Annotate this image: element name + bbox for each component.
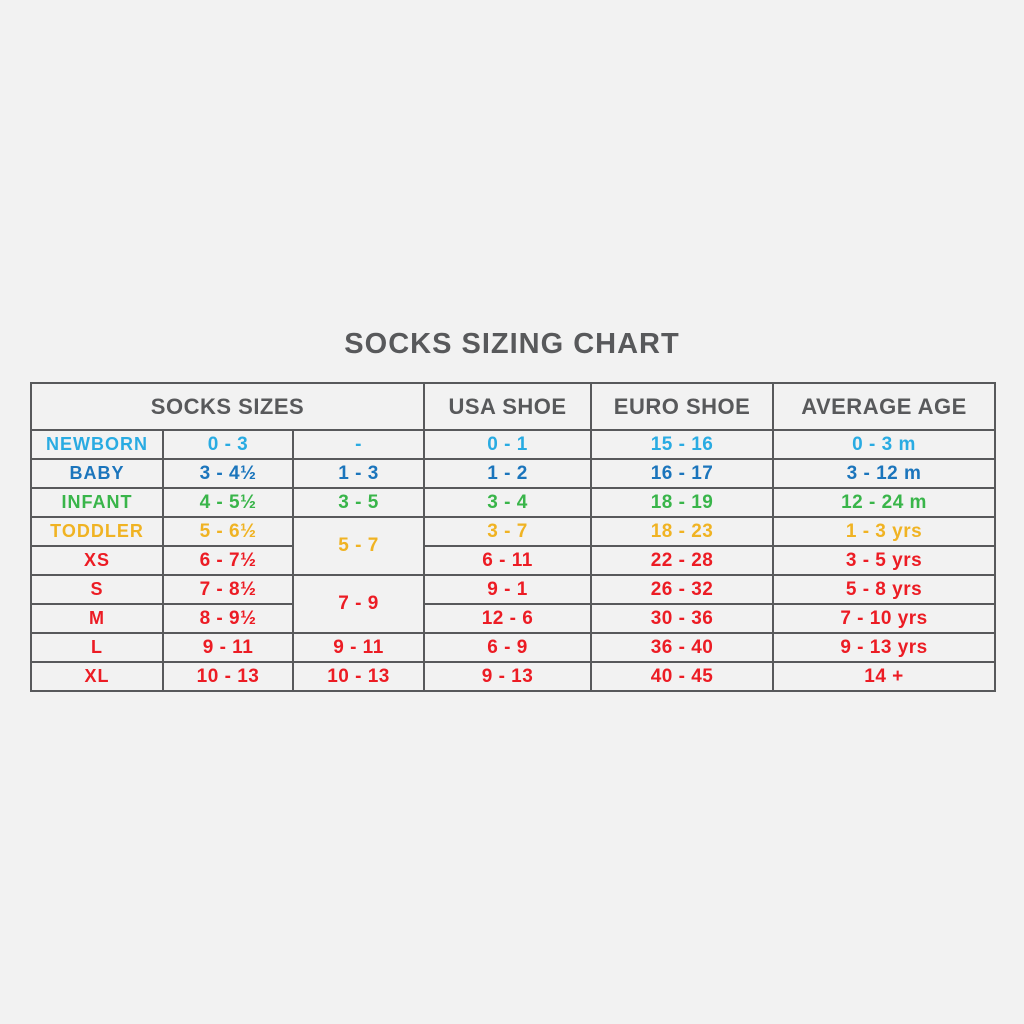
usa-shoe-cell: 3 - 4 xyxy=(423,487,593,518)
euro-shoe-cell: 26 - 32 xyxy=(590,574,775,605)
average-age-cell: 3 - 12 m xyxy=(772,458,997,489)
euro-shoe-cell: 18 - 19 xyxy=(590,487,775,518)
column-header-average-age: AVERAGE AGE xyxy=(772,382,997,431)
table-row-l: L 9 - 11 9 - 11 6 - 9 36 - 40 9 - 13 yrs xyxy=(30,632,997,663)
usa-shoe-cell: 3 - 7 xyxy=(423,516,593,547)
euro-shoe-cell: 16 - 17 xyxy=(590,458,775,489)
table-row-xl: XL 10 - 13 10 - 13 9 - 13 40 - 45 14 + xyxy=(30,661,997,692)
sock-size-1-cell: 3 - 4½ xyxy=(162,458,294,489)
row-label: BABY xyxy=(30,458,164,489)
sock-size-2-cell: 10 - 13 xyxy=(291,661,426,692)
sock-size-1-cell: 9 - 11 xyxy=(162,632,294,663)
table-row-toddler: TODDLER 5 - 6½ 5 - 7 3 - 7 18 - 23 1 - 3… xyxy=(30,516,997,576)
usa-shoe-cell: 6 - 11 xyxy=(423,545,593,576)
average-age-cell: 1 - 3 yrs xyxy=(772,516,997,547)
average-age-cell: 9 - 13 yrs xyxy=(772,632,997,663)
table-row-infant: INFANT 4 - 5½ 3 - 5 3 - 4 18 - 19 12 - 2… xyxy=(30,487,997,518)
usa-shoe-cell: 6 - 9 xyxy=(423,632,593,663)
usa-shoe-cell: 12 - 6 xyxy=(423,603,593,634)
row-label: M xyxy=(30,603,164,634)
euro-shoe-cell: 22 - 28 xyxy=(590,545,775,576)
sock-size-1-cell: 0 - 3 xyxy=(162,429,294,460)
row-label: XL xyxy=(30,661,164,692)
sock-size-1-cell: 10 - 13 xyxy=(162,661,294,692)
table-row-xs: XS 6 - 7½ 6 - 11 22 - 28 3 - 5 yrs xyxy=(30,545,997,576)
column-header-euro-shoe: EURO SHOE xyxy=(590,382,775,431)
sock-size-2-cell: - xyxy=(291,429,426,460)
average-age-cell: 14 + xyxy=(772,661,997,692)
usa-shoe-cell: 0 - 1 xyxy=(423,429,593,460)
sock-size-1-cell: 5 - 6½ xyxy=(162,516,294,547)
average-age-cell: 7 - 10 yrs xyxy=(772,603,997,634)
sock-size-2-merged-cell: 7 - 9 xyxy=(291,574,426,634)
sock-size-1-cell: 8 - 9½ xyxy=(162,603,294,634)
column-header-usa-shoe: USA SHOE xyxy=(423,382,593,431)
euro-shoe-cell: 18 - 23 xyxy=(590,516,775,547)
row-label: L xyxy=(30,632,164,663)
average-age-cell: 3 - 5 yrs xyxy=(772,545,997,576)
page-title: SOCKS SIZING CHART xyxy=(344,328,680,360)
row-label: S xyxy=(30,574,164,605)
sock-size-2-merged-cell: 5 - 7 xyxy=(291,516,426,576)
table-row-newborn: NEWBORN 0 - 3 - 0 - 1 15 - 16 0 - 3 m xyxy=(30,429,997,460)
usa-shoe-cell: 9 - 13 xyxy=(423,661,593,692)
row-label: NEWBORN xyxy=(30,429,164,460)
average-age-cell: 5 - 8 yrs xyxy=(772,574,997,605)
table-row-m: M 8 - 9½ 12 - 6 30 - 36 7 - 10 yrs xyxy=(30,603,997,634)
sock-size-1-cell: 6 - 7½ xyxy=(162,545,294,576)
usa-shoe-cell: 9 - 1 xyxy=(423,574,593,605)
average-age-cell: 12 - 24 m xyxy=(772,487,997,518)
header-row: SOCKS SIZES USA SHOE EURO SHOE AVERAGE A… xyxy=(29,382,997,431)
euro-shoe-cell: 40 - 45 xyxy=(590,661,775,692)
sock-size-1-cell: 7 - 8½ xyxy=(162,574,294,605)
euro-shoe-cell: 15 - 16 xyxy=(590,429,775,460)
sock-size-2-cell: 9 - 11 xyxy=(291,632,426,663)
average-age-cell: 0 - 3 m xyxy=(772,429,997,460)
sock-size-2-cell: 1 - 3 xyxy=(291,458,426,489)
row-label: XS xyxy=(30,545,164,576)
euro-shoe-cell: 36 - 40 xyxy=(590,632,775,663)
socks-sizing-table: SOCKS SIZES USA SHOE EURO SHOE AVERAGE A… xyxy=(29,382,997,692)
table-row-s: S 7 - 8½ 7 - 9 9 - 1 26 - 32 5 - 8 yrs xyxy=(30,574,997,634)
sock-size-2-cell: 3 - 5 xyxy=(291,487,426,518)
table-row-baby: BABY 3 - 4½ 1 - 3 1 - 2 16 - 17 3 - 12 m xyxy=(30,458,997,489)
column-header-socks-sizes: SOCKS SIZES xyxy=(29,382,426,431)
usa-shoe-cell: 1 - 2 xyxy=(423,458,593,489)
row-label: TODDLER xyxy=(30,516,164,547)
euro-shoe-cell: 30 - 36 xyxy=(590,603,775,634)
row-label: INFANT xyxy=(30,487,164,518)
sock-size-1-cell: 4 - 5½ xyxy=(162,487,294,518)
